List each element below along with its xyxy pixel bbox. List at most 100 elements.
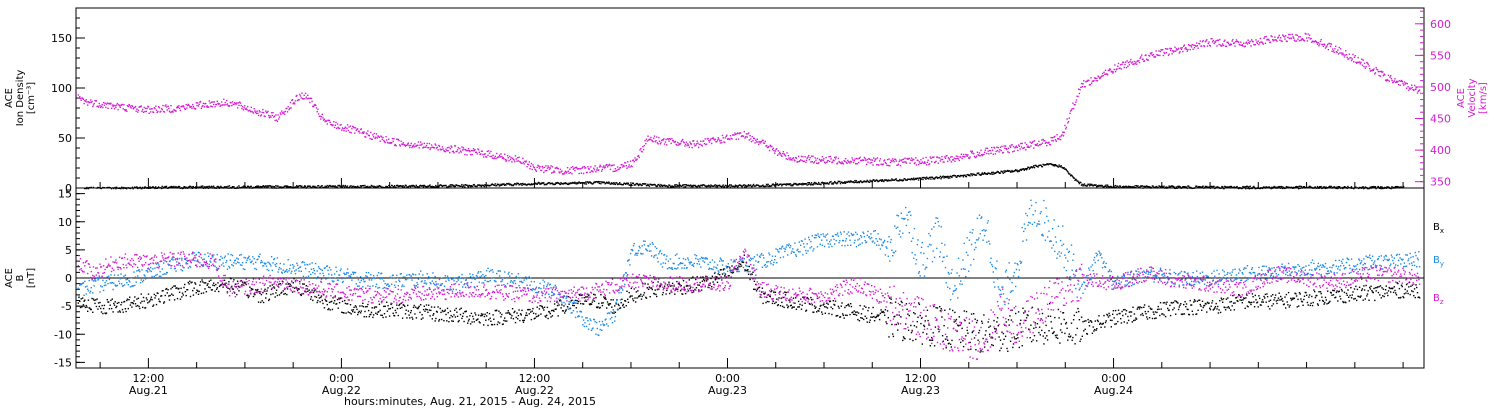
data-point — [316, 301, 318, 304]
data-point — [260, 115, 262, 117]
data-point — [1117, 62, 1120, 65]
data-point — [595, 171, 597, 173]
data-point — [915, 326, 918, 328]
data-point — [344, 302, 347, 305]
data-point — [619, 307, 622, 309]
data-point — [1003, 145, 1005, 147]
data-point — [251, 110, 253, 113]
data-point — [902, 161, 904, 163]
data-point — [259, 292, 261, 294]
data-point — [778, 153, 780, 155]
data-point — [1196, 45, 1199, 47]
data-point — [855, 314, 858, 316]
data-point — [420, 185, 422, 187]
data-point — [1018, 170, 1020, 172]
data-point — [141, 187, 143, 190]
data-point — [279, 112, 281, 114]
data-point — [603, 296, 605, 298]
data-point — [139, 105, 141, 108]
data-point — [774, 291, 777, 293]
data-point — [530, 162, 533, 165]
data-point — [629, 295, 632, 297]
data-point — [435, 317, 437, 320]
data-point — [762, 184, 764, 186]
data-point — [624, 300, 626, 302]
data-point — [1112, 72, 1114, 74]
data-point — [81, 97, 83, 99]
data-point — [822, 182, 824, 184]
data-point — [699, 143, 701, 146]
data-point — [886, 164, 888, 166]
data-point — [483, 315, 486, 318]
data-point — [1075, 179, 1078, 181]
data-point — [1245, 185, 1248, 188]
data-point — [479, 153, 481, 156]
data-point — [407, 142, 410, 144]
data-point — [295, 186, 297, 188]
data-point — [718, 138, 720, 140]
data-point — [815, 159, 817, 161]
data-point — [379, 309, 381, 312]
data-point — [312, 105, 315, 108]
data-point — [1303, 40, 1306, 42]
data-point — [540, 169, 543, 172]
data-point — [1215, 186, 1217, 188]
data-point — [372, 314, 375, 316]
data-point — [1298, 36, 1300, 38]
data-point — [323, 294, 325, 296]
data-point — [604, 166, 606, 168]
data-point — [490, 184, 492, 187]
data-point — [125, 109, 127, 111]
data-point — [920, 162, 923, 165]
data-point — [1340, 52, 1343, 54]
data-point — [275, 289, 278, 291]
data-point — [605, 298, 607, 300]
data-point — [1397, 186, 1399, 188]
data-point — [546, 169, 548, 172]
data-point — [478, 321, 480, 323]
data-point — [1272, 40, 1275, 42]
data-point — [684, 288, 686, 291]
data-point — [793, 159, 795, 161]
data-point — [722, 184, 724, 186]
data-point — [291, 99, 294, 101]
data-point — [941, 155, 943, 158]
data-point — [1351, 58, 1353, 60]
data-point — [770, 146, 772, 148]
data-point — [1177, 185, 1179, 188]
data-point — [498, 183, 500, 186]
data-point — [960, 153, 963, 155]
data-point — [841, 161, 843, 163]
data-point — [873, 179, 875, 181]
data-point — [199, 284, 201, 286]
data-point — [831, 161, 834, 163]
data-point — [1388, 80, 1390, 82]
data-point — [983, 151, 986, 153]
data-point — [843, 317, 845, 319]
data-point — [532, 312, 535, 314]
data-point — [553, 303, 556, 305]
data-point — [901, 159, 903, 161]
data-point — [520, 183, 522, 185]
data-point — [879, 158, 882, 160]
data-point — [328, 119, 331, 122]
data-point — [513, 183, 515, 186]
data-point — [986, 173, 989, 175]
data-point — [175, 110, 177, 112]
data-point — [243, 107, 245, 109]
data-point — [809, 183, 811, 185]
data-point — [730, 271, 732, 274]
data-point — [359, 128, 362, 131]
data-point — [131, 306, 133, 308]
data-point — [380, 185, 382, 188]
data-point — [671, 186, 673, 188]
data-point — [1164, 52, 1166, 55]
data-point — [1154, 186, 1156, 189]
data-point — [560, 171, 562, 173]
data-point — [1156, 185, 1158, 188]
data-point — [470, 149, 473, 152]
data-point — [367, 130, 369, 132]
data-point — [960, 156, 962, 158]
data-point — [611, 182, 614, 185]
data-point — [886, 310, 889, 312]
